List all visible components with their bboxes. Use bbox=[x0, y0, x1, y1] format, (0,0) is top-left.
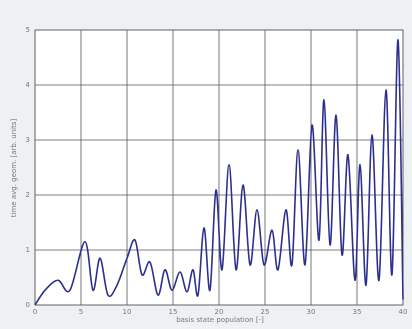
y-tick-label: 1 bbox=[26, 246, 30, 254]
x-tick-label: 25 bbox=[261, 308, 270, 316]
x-tick-label: 35 bbox=[353, 308, 362, 316]
x-tick-label: 40 bbox=[399, 308, 408, 316]
y-tick-label: 3 bbox=[26, 136, 30, 144]
x-axis-label: basis state population [-] bbox=[176, 316, 264, 324]
x-tick-label: 15 bbox=[169, 308, 178, 316]
y-tick-label: 2 bbox=[26, 191, 30, 199]
y-axis-label: time avg. geom. [arb. units] bbox=[10, 119, 18, 218]
x-tick-label: 0 bbox=[33, 308, 37, 316]
x-tick-label: 5 bbox=[79, 308, 83, 316]
y-tick-label: 4 bbox=[26, 81, 31, 89]
x-tick-label: 10 bbox=[123, 308, 132, 316]
y-tick-label: 5 bbox=[26, 26, 30, 34]
x-tick-label: 30 bbox=[307, 308, 316, 316]
y-tick-label: 0 bbox=[26, 301, 30, 309]
x-tick-label: 20 bbox=[215, 308, 224, 316]
line-series bbox=[34, 39, 404, 306]
